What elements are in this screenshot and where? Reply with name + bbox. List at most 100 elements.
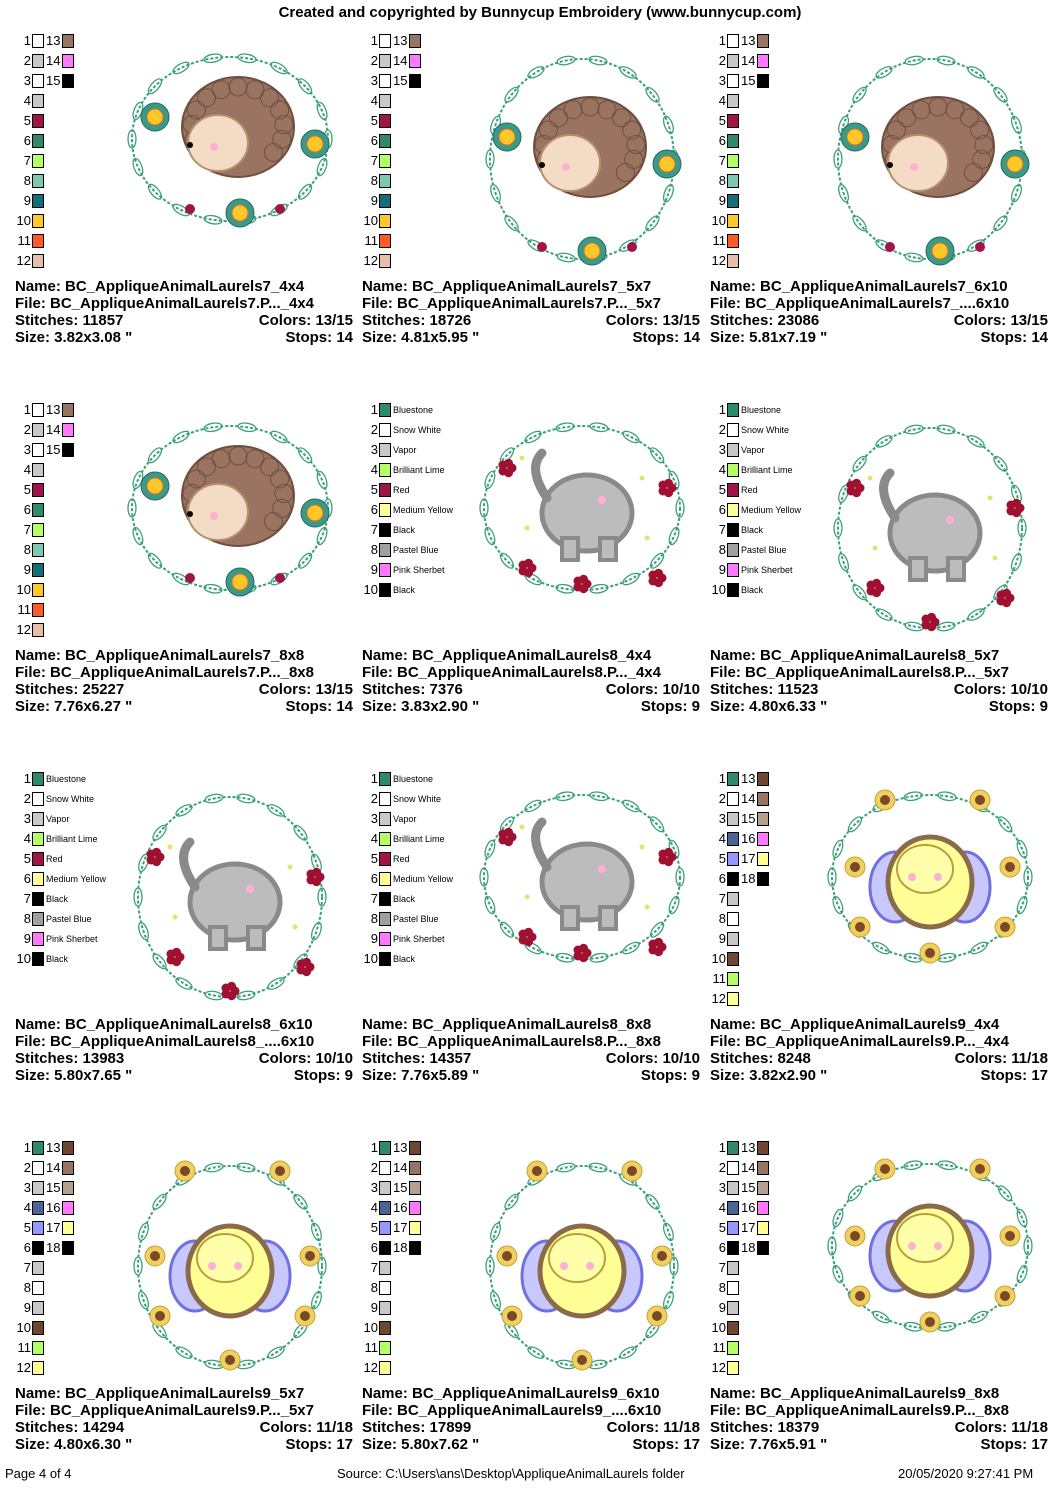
color-swatch-row: 2 14 [15, 51, 215, 71]
color-stop-number: 6 [718, 502, 726, 517]
color-swatch [727, 852, 739, 866]
color-stop-number: 5 [718, 482, 726, 497]
design-card: 1 13 2 14 3 15 4 5 6 7 8 9 10 11 12 Name: BC_AppliqueAn… [15, 400, 360, 769]
design-info-line: File: BC_AppliqueAnimalLaurels9_....6x10 [362, 1402, 700, 1419]
color-swatch [727, 134, 739, 148]
color-swatch-row: 1 13 [362, 31, 562, 51]
color-stop-number: 9 [23, 562, 31, 577]
color-stop-number: 3 [370, 1180, 378, 1195]
design-info-line: Size: 7.76x5.89 " Stops: 9 [362, 1067, 700, 1084]
color-swatch [379, 852, 391, 866]
thread-color-name: Brilliant Lime [741, 465, 793, 475]
color-stop-number: 14 [46, 53, 61, 68]
color-stop-number: 15 [46, 1180, 61, 1195]
color-stop-number: 7 [718, 1260, 726, 1275]
elephant-embroidery [479, 422, 685, 594]
color-stop-number: 3 [23, 442, 31, 457]
color-stop-number: 18 [393, 1240, 408, 1255]
source-path: Source: C:\Users\ans\Desktop\AppliqueAni… [337, 1466, 685, 1481]
color-swatch-row: 6 Medium Yellow [362, 869, 562, 889]
bee-embroidery [485, 1160, 679, 1371]
design-info: Name: BC_AppliqueAnimalLaurels7_4x4 File:… [15, 278, 353, 346]
design-info-line: Name: BC_AppliqueAnimalLaurels9_4x4 [710, 1016, 1048, 1033]
color-swatch-row: 4 [15, 91, 215, 111]
design-size: Size: 3.83x2.90 " [362, 698, 480, 715]
design-info-line: Size: 3.82x2.90 " Stops: 17 [710, 1067, 1048, 1084]
color-swatch [727, 1341, 739, 1355]
color-stop-number: 7 [718, 891, 726, 906]
design-card: 1 Bluestone 2 Snow White 3 Vapor 4 Brilliant Li… [710, 400, 1050, 769]
thread-color-name: Snow White [46, 794, 95, 804]
color-stop-number: 12 [711, 991, 726, 1006]
color-swatch-row: 5 [710, 111, 910, 131]
color-swatch [727, 1321, 739, 1335]
color-swatch [379, 1221, 391, 1235]
color-stop-number: 8 [370, 911, 378, 926]
color-swatch [727, 194, 739, 208]
color-swatch [32, 174, 44, 188]
color-swatch-row: 11 [362, 1338, 562, 1358]
color-swatch [62, 403, 74, 417]
color-swatch [32, 463, 44, 477]
thread-color-name: Bluestone [393, 774, 434, 784]
design-info-line: File: BC_AppliqueAnimalLaurels9.P..._8x8 [710, 1402, 1048, 1419]
color-swatch-row: 3 15 [710, 71, 910, 91]
color-swatch [727, 1301, 739, 1315]
color-swatch [32, 563, 44, 577]
color-swatch-row: 8 [15, 1278, 215, 1298]
design-size: Size: 5.80x7.62 " [362, 1436, 480, 1453]
design-file: File: BC_AppliqueAnimalLaurels8.P..._4x4 [362, 664, 661, 681]
color-stop-number: 12 [711, 1360, 726, 1375]
design-name: Name: BC_AppliqueAnimalLaurels8_4x4 [362, 647, 652, 664]
color-stop-number: 1 [23, 771, 31, 786]
color-stop-number: 1 [718, 402, 726, 417]
color-swatch-row: 10 [362, 211, 562, 231]
color-swatch-row: 1 13 [710, 1138, 910, 1158]
color-swatch-row: 12 [710, 1358, 910, 1378]
color-swatch [727, 423, 739, 437]
design-name: Name: BC_AppliqueAnimalLaurels9_4x4 [710, 1016, 1000, 1033]
design-info-line: Size: 4.80x6.30 " Stops: 17 [15, 1436, 353, 1453]
color-stop-number: 5 [370, 851, 378, 866]
color-swatch-row: 6 Medium Yellow [362, 500, 562, 520]
color-swatch-row: 9 [15, 191, 215, 211]
design-info-line: Name: BC_AppliqueAnimalLaurels8_4x4 [362, 647, 700, 664]
design-size: Size: 7.76x6.27 " [15, 698, 133, 715]
color-stop-number: 9 [370, 562, 378, 577]
color-swatch [32, 54, 44, 68]
design-thumbnail [833, 424, 1027, 632]
design-stitches: Stitches: 11523 [710, 681, 819, 698]
design-name: Name: BC_AppliqueAnimalLaurels9_8x8 [710, 1385, 1000, 1402]
color-stop-number: 1 [370, 1140, 378, 1155]
color-swatch-row: 9 Pink Sherbet [362, 929, 562, 949]
design-thumbnail [127, 53, 333, 228]
color-swatch [32, 543, 44, 557]
color-swatch-row: 1 13 [710, 769, 910, 789]
design-name: Name: BC_AppliqueAnimalLaurels8_6x10 [15, 1016, 313, 1033]
design-info: Name: BC_AppliqueAnimalLaurels9_6x10 File… [362, 1385, 700, 1453]
color-swatch-row: 2 14 [710, 789, 910, 809]
design-info-line: Stitches: 17899 Colors: 11/18 [362, 1419, 700, 1436]
color-stop-number: 12 [711, 253, 726, 268]
thread-color-name: Brilliant Lime [393, 465, 445, 475]
color-stop-number: 3 [718, 1180, 726, 1195]
color-swatch [727, 543, 739, 557]
color-swatch-row: 1 13 [362, 1138, 562, 1158]
color-stop-number: 9 [23, 1300, 31, 1315]
bee-embroidery [133, 1160, 327, 1371]
color-stop-number: 1 [370, 402, 378, 417]
color-swatch [62, 423, 74, 437]
color-swatch-row: 8 [15, 171, 215, 191]
design-thumbnail [479, 422, 685, 594]
color-swatch-row: 6 18 [362, 1238, 562, 1258]
color-stop-number: 2 [718, 1160, 726, 1175]
design-file: File: BC_AppliqueAnimalLaurels8.P..._5x7 [710, 664, 1009, 681]
color-swatch-row: 4 Brilliant Lime [362, 460, 562, 480]
design-info-line: Name: BC_AppliqueAnimalLaurels7_5x7 [362, 278, 700, 295]
color-swatch-row: 5 17 [710, 1218, 910, 1238]
hedgehog-embroidery [127, 422, 333, 597]
design-info: Name: BC_AppliqueAnimalLaurels9_4x4 File:… [710, 1016, 1048, 1084]
color-swatch [727, 992, 739, 1006]
color-swatch-row: 6 Medium Yellow [710, 500, 910, 520]
color-stop-number: 10 [711, 1320, 726, 1335]
